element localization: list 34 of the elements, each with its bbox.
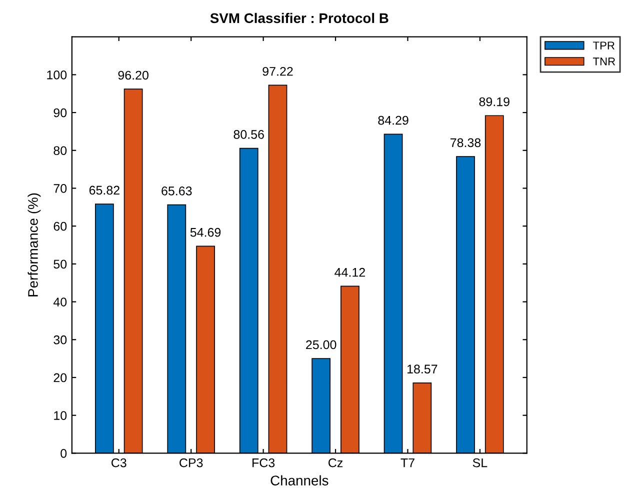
data-label: 78.38 xyxy=(450,138,481,148)
data-label: 65.82 xyxy=(89,186,120,195)
data-label: 97.22 xyxy=(262,66,293,76)
chart-title: SVM Classifier : Protocol B xyxy=(210,12,388,24)
y-tick-label: 70 xyxy=(54,184,67,193)
y-tick-label: 90 xyxy=(54,108,67,118)
y-tick-label: 20 xyxy=(54,373,67,382)
y-tick-label: 80 xyxy=(54,146,67,156)
y-tick-label: 30 xyxy=(54,335,67,344)
data-label: 44.12 xyxy=(334,268,365,277)
y-tick-label: 40 xyxy=(53,298,67,306)
y-tick-label: 100 xyxy=(47,70,67,80)
data-label: 54.69 xyxy=(190,228,221,237)
x-tick-label: SL xyxy=(472,458,488,468)
y-tick-label: 10 xyxy=(54,411,67,420)
data-label: 96.20 xyxy=(118,70,148,80)
data-label: 89.19 xyxy=(479,97,510,106)
x-tick-label: CP3 xyxy=(180,458,203,468)
x-tick-label: C3 xyxy=(112,458,126,468)
y-tick-label: 0 xyxy=(60,448,67,458)
data-label: 25.00 xyxy=(306,340,336,350)
data-label: 65.63 xyxy=(162,186,192,196)
x-tick-label: Cz xyxy=(328,458,343,468)
x-tick-label: FC3 xyxy=(252,458,275,468)
y-axis-title: Performance (%) xyxy=(28,193,41,296)
data-label: 80.56 xyxy=(234,130,264,139)
data-label: 18.57 xyxy=(407,364,438,374)
y-tick-label: 60 xyxy=(54,222,67,231)
x-axis-title: Channels xyxy=(270,475,328,486)
data-label: 84.29 xyxy=(378,116,408,125)
y-tick-label: 50 xyxy=(54,260,67,269)
x-tick-label: T7 xyxy=(400,458,414,468)
legend-label: TNR xyxy=(593,58,616,66)
legend-label: TPR xyxy=(593,42,614,50)
